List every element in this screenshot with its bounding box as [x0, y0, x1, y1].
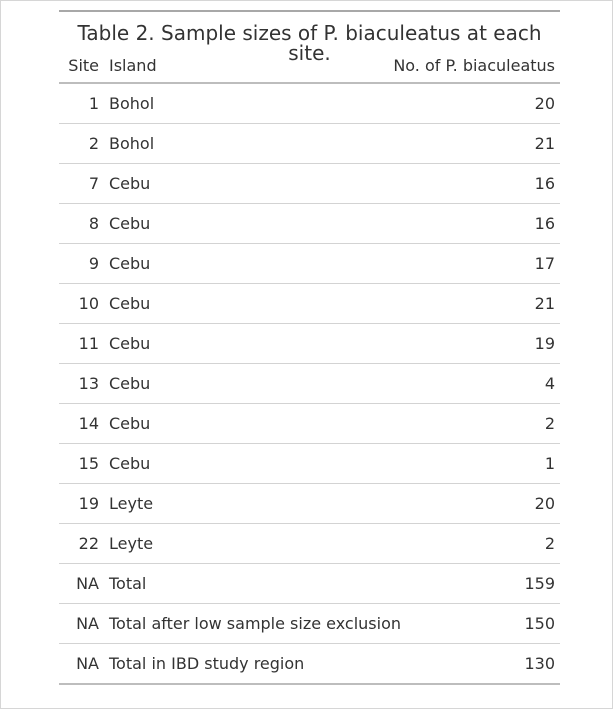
table-row: 11 Cebu 19	[59, 323, 560, 364]
cell-count: 4	[329, 363, 560, 404]
cell-count: 19	[329, 323, 560, 364]
cell-site: 19	[59, 483, 99, 524]
cell-site: 13	[59, 363, 99, 404]
cell-island: Cebu	[99, 323, 329, 364]
cell-count: 21	[329, 123, 560, 164]
cell-island: Cebu	[99, 403, 329, 444]
cell-site: NA	[59, 563, 99, 604]
table-row: 13 Cebu 4	[59, 363, 560, 404]
cell-site: NA	[59, 603, 99, 644]
cell-site: 15	[59, 443, 99, 484]
cell-site: 11	[59, 323, 99, 364]
table-row: 7 Cebu 16	[59, 163, 560, 204]
cell-count: 16	[329, 163, 560, 204]
cell-site: 9	[59, 243, 99, 284]
table-row: 10 Cebu 21	[59, 283, 560, 324]
cell-count: 2	[329, 523, 560, 564]
table-row: 1 Bohol 20	[59, 83, 560, 124]
table-row: 8 Cebu 16	[59, 203, 560, 244]
table-body: 1 Bohol 20 2 Bohol 21 7 Cebu 16 8 Cebu 16 9 Cebu 17 10 C…	[59, 83, 560, 685]
cell-island: Leyte	[99, 483, 329, 524]
cell-count: 20	[329, 83, 560, 124]
cell-count: 159	[329, 563, 560, 604]
cell-site: 8	[59, 203, 99, 244]
cell-island: Total in IBD study region	[99, 643, 329, 685]
table-container: Table 2. Sample sizes of P. biaculeatus …	[59, 10, 560, 685]
cell-site: 22	[59, 523, 99, 564]
table-row: NA Total after low sample size exclusion 1…	[59, 603, 560, 644]
table-header: Site Island No. of P. biaculeatus	[59, 49, 560, 84]
cell-island: Bohol	[99, 83, 329, 124]
cell-island: Cebu	[99, 203, 329, 244]
sample-size-table: Table 2. Sample sizes of P. biaculeatus …	[59, 10, 560, 685]
table-caption: Table 2. Sample sizes of P. biaculeatus …	[59, 10, 560, 63]
cell-count: 16	[329, 203, 560, 244]
table-row: 2 Bohol 21	[59, 123, 560, 164]
cell-site: 2	[59, 123, 99, 164]
cell-island: Total after low sample size exclusion	[99, 603, 401, 644]
cell-count: 21	[329, 283, 560, 324]
cell-count: 130	[329, 643, 560, 685]
cell-site: 10	[59, 283, 99, 324]
cell-site: 14	[59, 403, 99, 444]
cell-island: Cebu	[99, 243, 329, 284]
cell-island: Total	[99, 563, 329, 604]
table-row: 9 Cebu 17	[59, 243, 560, 284]
cell-site: 1	[59, 83, 99, 124]
table-row: 15 Cebu 1	[59, 443, 560, 484]
cell-island: Leyte	[99, 523, 329, 564]
cell-island: Cebu	[99, 443, 329, 484]
cell-count: 1	[329, 443, 560, 484]
table-row: 14 Cebu 2	[59, 403, 560, 444]
table-row: 22 Leyte 2	[59, 523, 560, 564]
cell-island: Cebu	[99, 283, 329, 324]
cell-island: Cebu	[99, 363, 329, 404]
table-row: 19 Leyte 20	[59, 483, 560, 524]
cell-island: Cebu	[99, 163, 329, 204]
cell-island: Bohol	[99, 123, 329, 164]
header-count: No. of P. biaculeatus	[329, 49, 560, 84]
cell-site: NA	[59, 643, 99, 685]
table-row: NA Total in IBD study region 130	[59, 643, 560, 685]
header-row: Site Island No. of P. biaculeatus	[59, 49, 560, 84]
cell-count: 20	[329, 483, 560, 524]
cell-count: 150	[329, 603, 560, 644]
cell-count: 2	[329, 403, 560, 444]
table-row: NA Total 159	[59, 563, 560, 604]
cell-site: 7	[59, 163, 99, 204]
cell-count: 17	[329, 243, 560, 284]
header-island: Island	[99, 49, 329, 84]
header-site: Site	[59, 49, 99, 84]
